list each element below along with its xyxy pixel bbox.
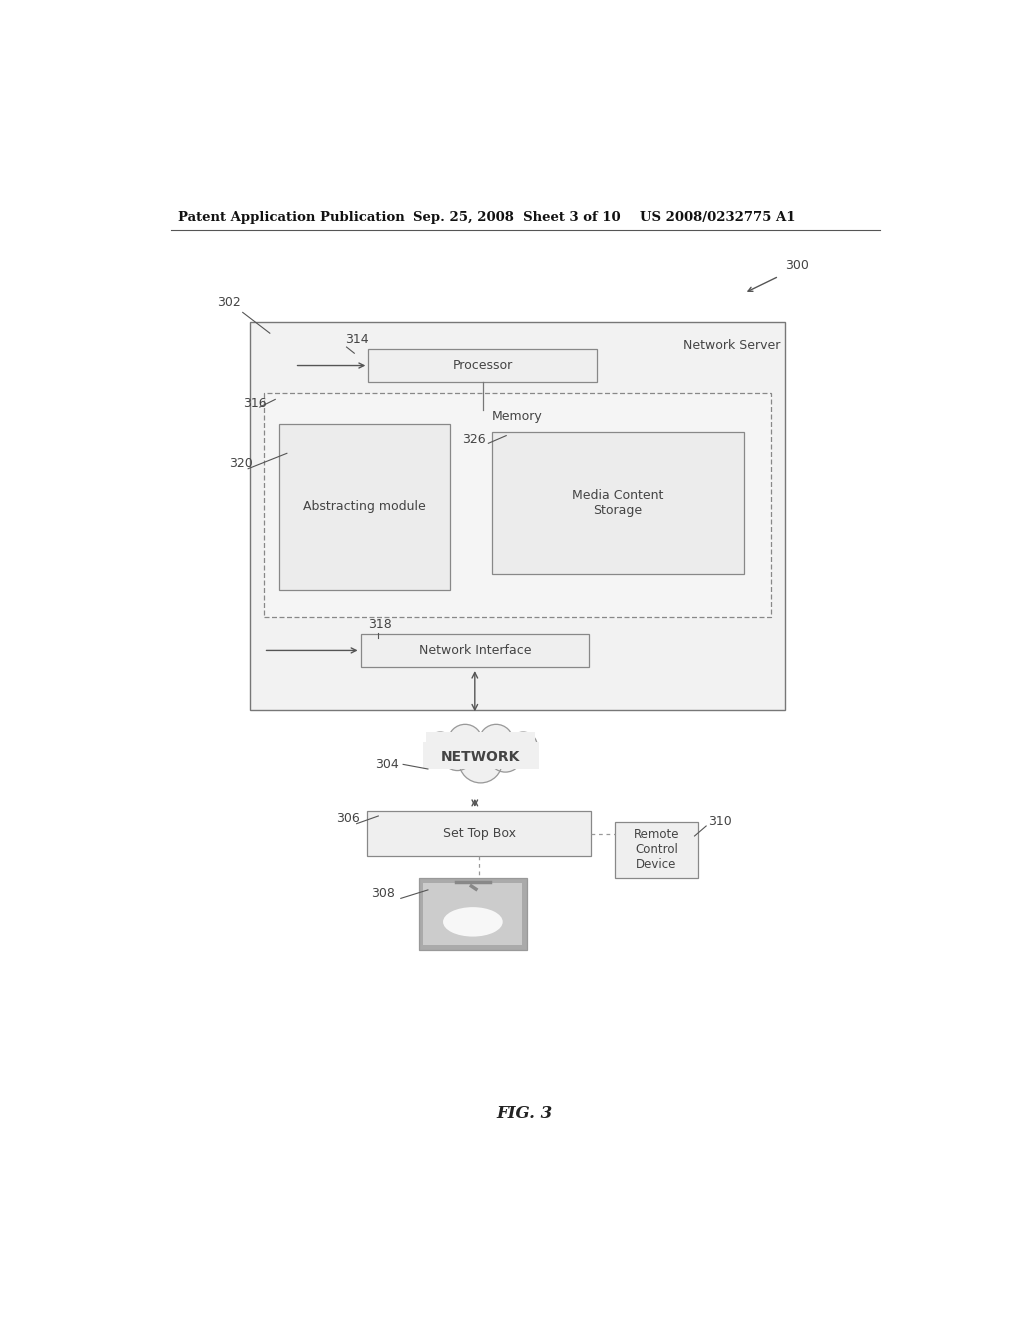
Circle shape (459, 739, 503, 783)
Bar (493, 432, 744, 574)
Text: 304: 304 (376, 758, 399, 771)
Text: Sep. 25, 2008  Sheet 3 of 10: Sep. 25, 2008 Sheet 3 of 10 (414, 211, 621, 224)
Text: 302: 302 (217, 296, 241, 309)
Text: 310: 310 (708, 816, 731, 829)
Circle shape (442, 739, 473, 771)
Text: 306: 306 (336, 812, 359, 825)
Text: 316: 316 (243, 397, 266, 411)
Text: US 2008/0232775 A1: US 2008/0232775 A1 (640, 211, 795, 224)
Text: Patent Application Publication: Patent Application Publication (178, 211, 406, 224)
Text: Network Interface: Network Interface (419, 644, 531, 657)
Text: 320: 320 (228, 457, 253, 470)
Bar (419, 878, 527, 950)
Bar (423, 742, 539, 770)
Bar (423, 883, 522, 945)
Ellipse shape (443, 907, 503, 937)
Bar (614, 822, 698, 878)
Circle shape (449, 725, 482, 758)
Bar (369, 350, 597, 381)
Circle shape (509, 733, 538, 760)
Circle shape (426, 733, 455, 760)
Text: FIG. 3: FIG. 3 (497, 1105, 553, 1122)
Text: Memory: Memory (493, 411, 543, 424)
Bar (426, 733, 535, 759)
Bar (360, 635, 589, 667)
Text: Media Content
Storage: Media Content Storage (572, 488, 664, 517)
Text: Processor: Processor (453, 359, 513, 372)
Bar (280, 424, 450, 590)
Text: Remote
Control
Device: Remote Control Device (634, 829, 679, 871)
Text: 300: 300 (785, 259, 809, 272)
Text: Abstracting module: Abstracting module (303, 500, 426, 513)
Text: 326: 326 (463, 433, 486, 446)
Bar (367, 812, 592, 857)
Text: 308: 308 (372, 887, 395, 900)
Text: Set Top Box: Set Top Box (442, 828, 515, 841)
Bar (263, 393, 771, 616)
Text: Network Server: Network Server (683, 339, 780, 351)
Circle shape (488, 738, 522, 772)
Bar (251, 322, 785, 710)
Text: 314: 314 (345, 333, 369, 346)
Text: 318: 318 (369, 618, 392, 631)
Circle shape (479, 725, 513, 758)
Text: NETWORK: NETWORK (441, 751, 520, 764)
